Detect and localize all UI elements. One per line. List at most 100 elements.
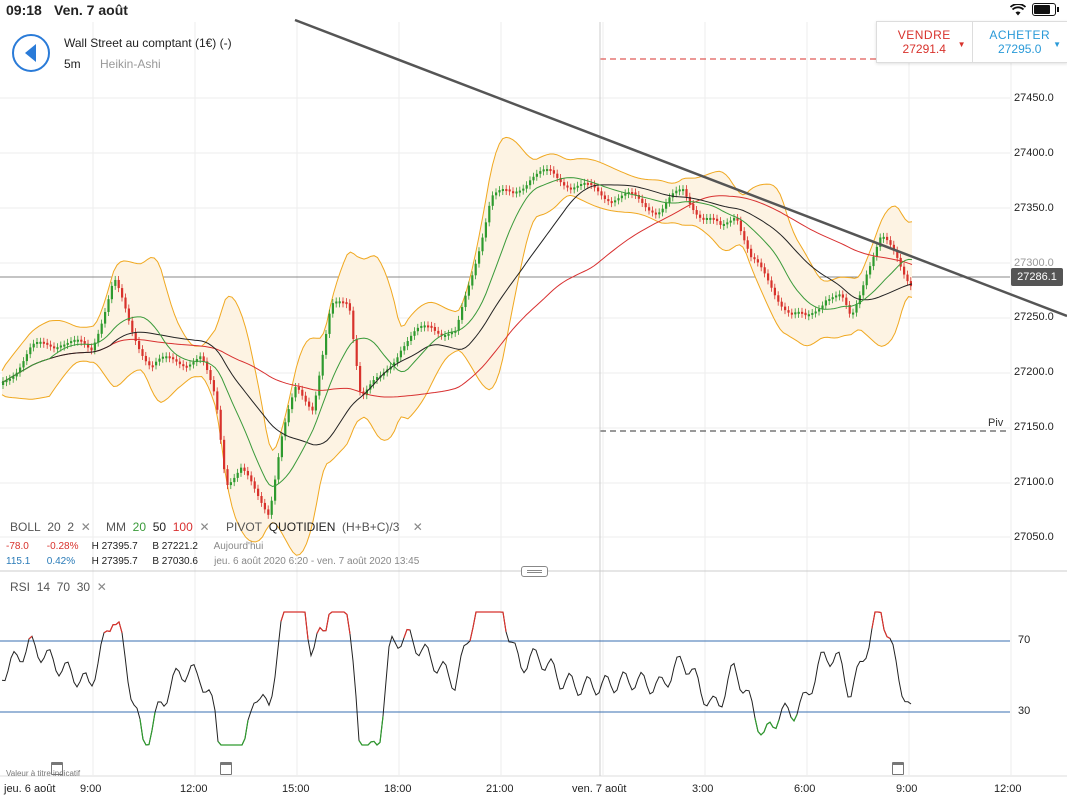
candle [212,380,215,392]
stats-row-period: 115.1 0.42% H 27395.7 B 27030.6 jeu. 6 a… [6,556,420,567]
candle [716,218,719,222]
mm-legend[interactable]: MM 20 50 100 ✕ [106,520,210,534]
candle [569,187,572,190]
candle [821,305,824,310]
candle [529,180,532,186]
candle [355,339,358,366]
candle [229,482,232,486]
panel-splitter-handle[interactable] [521,566,548,577]
candle [110,285,113,300]
candle [325,333,328,355]
candle [733,218,736,221]
y-tick: 27050.0 [1014,531,1054,543]
candle [274,479,277,501]
close-icon[interactable]: ✕ [199,520,210,534]
candle [712,217,715,220]
candle [767,273,770,281]
close-icon[interactable]: ✕ [412,520,423,534]
disclaimer-note: Valeur à titre indicatif [6,769,81,778]
candle [63,344,66,347]
buy-label: ACHETER [989,28,1051,42]
candle [348,303,351,311]
candle [423,325,426,328]
candle [739,220,742,232]
candle [804,312,807,316]
candle [399,350,402,358]
bollinger-lower [1,194,913,556]
candle [195,359,198,363]
candle [702,217,705,220]
candle [631,192,634,195]
close-icon[interactable]: ✕ [96,580,107,594]
candle [906,274,909,282]
x-tick: 12:00 [180,783,208,795]
candle [396,357,399,363]
candle [450,332,453,335]
candle [270,500,273,515]
candle [311,406,314,411]
back-button[interactable] [12,34,50,72]
candle [76,339,79,342]
close-icon[interactable]: ✕ [80,520,91,534]
candle [345,302,348,305]
candle [865,274,868,286]
pivot-legend[interactable]: PIVOT QUOTIDIEN (H+B+C)/3 ✕ [226,520,423,534]
x-tick: 12:00 [994,783,1022,795]
candle [461,307,464,320]
candle [586,182,589,185]
boll-legend[interactable]: BOLL 20 2 ✕ [10,520,91,534]
candle [546,169,549,172]
x-tick: 9:00 [896,783,918,795]
candle [284,422,287,437]
chart-type-button[interactable]: Heikin-Ashi [100,57,161,71]
candle [532,176,535,181]
candle [263,502,266,510]
candle [117,279,120,289]
candle [189,364,192,367]
candle [512,191,515,194]
calendar-icon[interactable] [51,762,63,775]
candle [280,436,283,458]
candle [233,477,236,483]
candle [508,189,511,192]
candle [518,190,521,193]
candle [848,304,851,314]
candle [144,355,147,362]
candle [556,173,559,178]
candle [87,343,90,348]
candle [104,311,107,324]
candle [444,334,447,337]
buy-button[interactable]: ACHETER 27295.0 ▼ [973,22,1067,62]
candle [899,257,902,267]
candle [202,356,205,362]
candle [277,457,280,480]
candle [756,259,759,263]
candle [818,309,821,312]
candle [661,208,664,213]
candle [614,200,617,203]
candle [576,185,579,188]
candle [447,333,450,336]
candle [22,361,25,368]
candle [746,240,749,249]
rsi-oversold [754,717,780,736]
boll-name: BOLL [10,520,41,534]
candle [335,301,338,304]
sell-button[interactable]: VENDRE 27291.4 ▼ [877,22,973,62]
candle [644,203,647,208]
candle [682,189,685,192]
candle [393,362,396,367]
calendar-icon[interactable] [220,762,232,775]
rsi-legend[interactable]: RSI 14 70 30 ✕ [10,580,107,594]
candle [777,295,780,302]
candle [338,301,341,304]
candle [654,212,657,215]
candle [542,169,545,172]
timeframe-button[interactable]: 5m [64,57,81,71]
candle [253,481,256,489]
candle [2,381,5,385]
candle [889,240,892,245]
candle [90,347,93,351]
calendar-icon[interactable] [892,762,904,775]
